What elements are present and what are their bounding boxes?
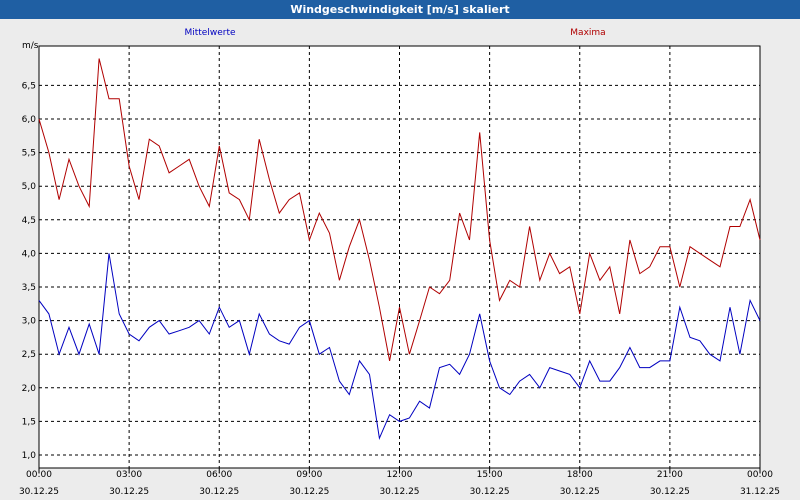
x-tick-date: 30.12.25 <box>19 487 59 497</box>
series-lines <box>38 58 761 440</box>
x-tick-date: 30.12.25 <box>199 487 239 497</box>
y-tick-label: 4,0 <box>22 249 37 259</box>
window-title: Windgeschwindigkeit [m/s] skaliert <box>0 0 800 19</box>
x-tick-date: 30.12.25 <box>470 487 510 497</box>
x-tick-time: 12:00 <box>387 470 413 480</box>
x-tick-date: 30.12.25 <box>650 487 690 497</box>
x-axis-ticks: 00:00 30.12.25 03:00 30.12.25 06:00 30.12.25 0… <box>19 468 780 497</box>
grid <box>39 46 760 468</box>
x-tick-time: 00:00 <box>747 470 773 480</box>
x-tick-time: 09:00 <box>296 470 322 480</box>
y-tick-label: 2,5 <box>22 350 36 360</box>
x-tick-date: 30.12.25 <box>109 487 149 497</box>
x-tick-date: 30.12.25 <box>289 487 329 497</box>
series-line-maxima <box>38 58 761 361</box>
y-tick-label: 4,5 <box>22 216 36 226</box>
wind-speed-chart: m/s Mittelwerte Maxima 1,0 1,5 2,0 2,5 3,0 3,… <box>19 28 780 497</box>
legend-mittelwerte: Mittelwerte <box>184 28 235 38</box>
x-tick-time: 15:00 <box>477 470 503 480</box>
x-tick-time: 03:00 <box>116 470 142 480</box>
y-tick-label: 3,0 <box>22 317 37 327</box>
x-tick-time: 06:00 <box>206 470 232 480</box>
y-tick-label: 2,0 <box>22 384 37 394</box>
y-tick-label: 6,0 <box>22 115 37 125</box>
y-tick-label: 1,5 <box>22 417 36 427</box>
y-tick-label: 5,5 <box>22 149 36 159</box>
y-axis-label: m/s <box>22 41 39 51</box>
y-axis-ticks: 1,0 1,5 2,0 2,5 3,0 3,5 4,0 4,5 5,0 5,5 6,0 6,5 <box>22 81 37 461</box>
x-tick-time: 18:00 <box>567 470 593 480</box>
legend-maxima: Maxima <box>570 28 605 38</box>
y-tick-label: 6,5 <box>22 81 36 91</box>
y-tick-label: 1,0 <box>22 451 37 461</box>
y-tick-label: 5,0 <box>22 182 37 192</box>
y-tick-label: 3,5 <box>22 283 36 293</box>
x-tick-time: 21:00 <box>657 470 683 480</box>
x-tick-date: 30.12.25 <box>560 487 600 497</box>
x-tick-time: 00:00 <box>26 470 52 480</box>
series-line-mittelwerte <box>38 253 761 440</box>
x-tick-date: 30.12.25 <box>379 487 419 497</box>
x-tick-date: 31.12.25 <box>740 487 780 497</box>
